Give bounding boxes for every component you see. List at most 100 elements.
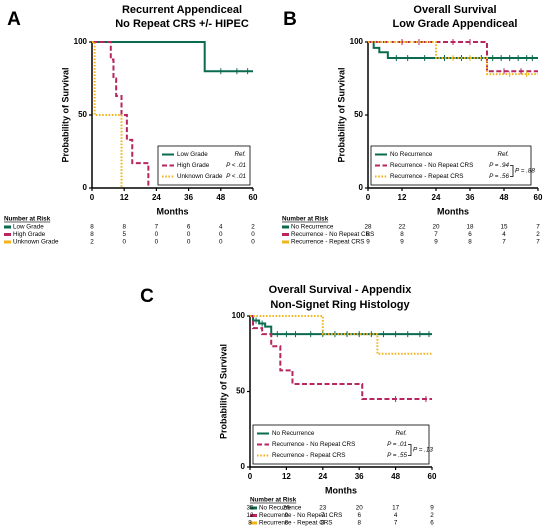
risk-count: 7 [434, 231, 438, 238]
panel-letter: B [283, 9, 297, 30]
risk-count: 6 [430, 520, 434, 527]
risk-count: 9 [400, 239, 404, 246]
x-tick-label: 0 [248, 472, 253, 481]
risk-count: 0 [251, 239, 255, 246]
risk-count: 9 [366, 239, 370, 246]
risk-count: 0 [155, 231, 159, 238]
y-tick-label: 0 [83, 183, 88, 192]
risk-count: 7 [536, 224, 540, 231]
risk-count: 0 [122, 239, 126, 246]
risk-count: 26 [283, 505, 291, 512]
survival-curve [92, 41, 150, 188]
legend-annotation: P = .56 [489, 173, 509, 180]
x-tick-label: 12 [282, 472, 291, 481]
risk-count: 4 [394, 512, 398, 519]
risk-count: 8 [90, 224, 94, 231]
y-tick-label: 0 [241, 462, 246, 471]
risk-table-title: Number at Risk [4, 216, 51, 223]
risk-count: 7 [536, 239, 540, 246]
risk-count: 2 [536, 231, 540, 238]
risk-count: 7 [502, 239, 506, 246]
legend-label: Recurrence - No Repeat CRS [272, 441, 355, 448]
risk-count: 7 [321, 512, 325, 519]
risk-table-title: Number at Risk [250, 497, 297, 504]
risk-row-swatch [282, 225, 289, 229]
y-tick-label: 100 [74, 37, 88, 46]
legend-label: No Recurrence [390, 151, 433, 158]
legend-annotation: Ref. [234, 151, 246, 158]
risk-row-label: Unknown Grade [13, 239, 59, 246]
x-tick-label: 0 [366, 193, 371, 202]
risk-count: 0 [219, 239, 223, 246]
legend-annotation: P = .01 [387, 441, 407, 448]
risk-count: 8 [285, 520, 289, 527]
legend-label: No Recurrence [272, 430, 315, 437]
risk-row-swatch [282, 240, 289, 244]
legend-box [370, 145, 532, 186]
risk-count: 15 [500, 224, 508, 231]
legend-label: Recurrence - No Repeat CRS [390, 162, 473, 169]
x-tick-label: 12 [120, 193, 129, 202]
risk-count: 20 [432, 224, 440, 231]
x-tick-label: 36 [466, 193, 475, 202]
risk-count: 8 [248, 520, 252, 527]
comparison-label: P = .13 [413, 447, 433, 454]
risk-count: 8 [357, 520, 361, 527]
risk-count: 8 [366, 231, 370, 238]
y-tick-label: 50 [236, 387, 245, 396]
y-axis-label: Probability of Survival [336, 67, 346, 162]
risk-count: 7 [155, 224, 159, 231]
panel-letter: A [7, 9, 21, 30]
risk-count: 8 [122, 224, 126, 231]
chart-title: No Repeat CRS +/- HIPEC [115, 18, 249, 30]
risk-count: 8 [321, 520, 325, 527]
risk-row-swatch [282, 233, 289, 236]
y-axis-label: Probability of Survival [60, 67, 70, 162]
legend-annotation: P < .01 [226, 162, 246, 169]
risk-row-swatch [4, 225, 11, 229]
risk-count: 2 [430, 512, 434, 519]
risk-count: 6 [357, 512, 361, 519]
chart-title: Overall Survival - Appendix [269, 284, 413, 296]
risk-count: 20 [356, 505, 364, 512]
risk-row-label: Recurrence - No Repeat CRS [291, 231, 374, 238]
y-tick-label: 100 [232, 311, 246, 320]
legend-label: Recurrence - Repeat CRS [390, 173, 464, 180]
risk-row-swatch [4, 233, 11, 236]
risk-row-swatch [250, 506, 257, 510]
risk-count: 23 [319, 505, 327, 512]
x-tick-label: 0 [90, 193, 95, 202]
y-tick-label: 100 [350, 37, 364, 46]
risk-count: 8 [400, 231, 404, 238]
risk-count: 22 [398, 224, 406, 231]
risk-count: 5 [122, 231, 126, 238]
survival-curve [368, 41, 538, 60]
survival-curve [92, 41, 253, 73]
legend-box [252, 424, 430, 465]
y-tick-label: 0 [359, 183, 364, 192]
survival-curve [368, 41, 538, 73]
survival-curve [368, 41, 538, 76]
risk-count: 2 [251, 224, 255, 231]
legend-label: Unknown Grade [177, 173, 223, 180]
risk-count: 17 [392, 505, 400, 512]
legend-label: High Grade [177, 162, 210, 169]
risk-count: 0 [187, 239, 191, 246]
comparison-label: P = .88 [515, 168, 535, 175]
x-tick-label: 36 [355, 472, 364, 481]
x-tick-label: 48 [391, 472, 400, 481]
x-tick-label: 48 [500, 193, 509, 202]
risk-count: 9 [285, 512, 289, 519]
y-tick-label: 50 [354, 110, 363, 119]
risk-row-label: Recurrence - Repeat CRS [259, 520, 333, 527]
legend-annotation: P = .55 [387, 452, 407, 459]
risk-count: 4 [219, 224, 223, 231]
risk-table-title: Number at Risk [282, 216, 329, 223]
risk-count: 9 [430, 505, 434, 512]
risk-row-swatch [250, 514, 257, 517]
y-tick-label: 50 [78, 110, 87, 119]
chart-title: Low Grade Appendiceal [393, 18, 518, 30]
risk-row-swatch [250, 521, 257, 525]
risk-row-label: Low Grade [13, 224, 44, 231]
